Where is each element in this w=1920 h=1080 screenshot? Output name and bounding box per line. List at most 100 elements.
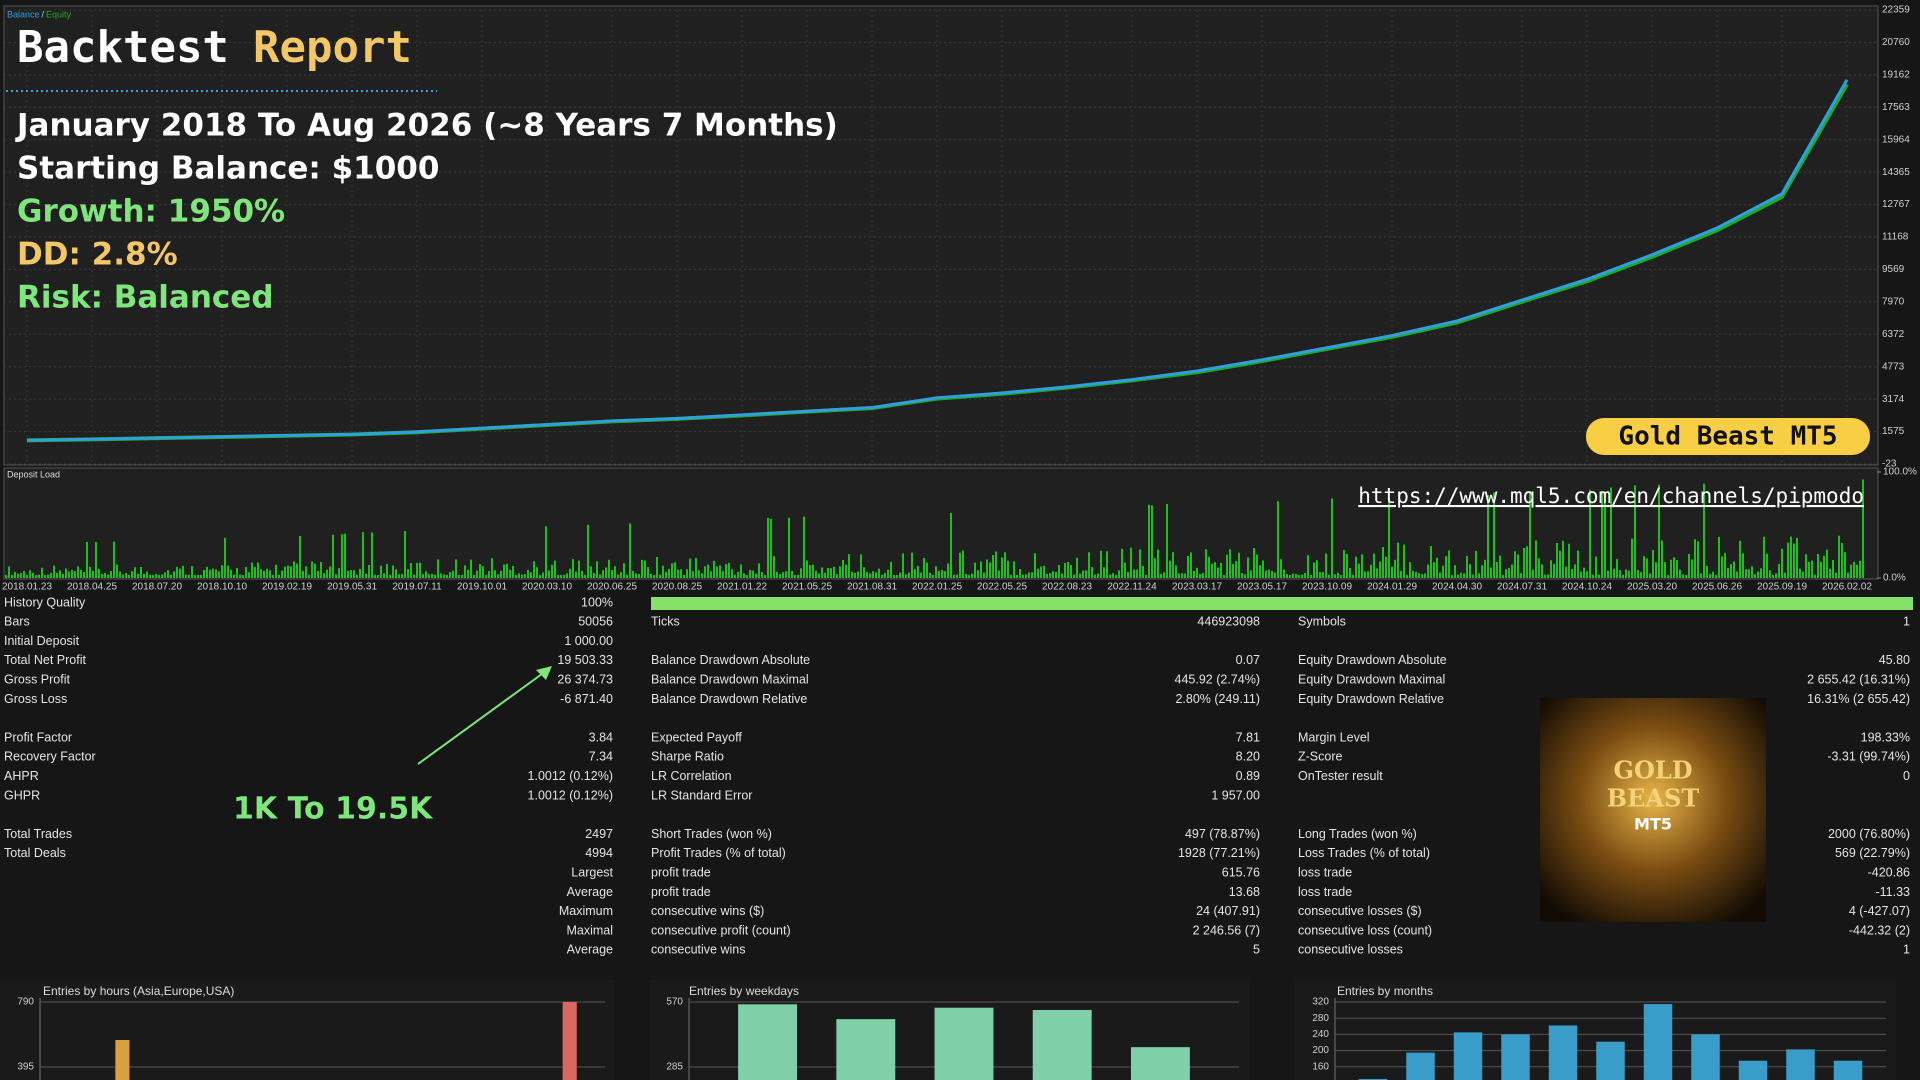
callout-arrowhead [536, 666, 552, 680]
bar [934, 1007, 994, 1080]
stat-line: Risk: Balanced [17, 280, 274, 316]
balance-panel [3, 5, 1879, 466]
table-value: 24 (407.91) [1196, 904, 1260, 918]
table-value: -3.31 (99.74%) [1827, 750, 1910, 764]
bar [1833, 1060, 1863, 1080]
table-value: 1 957.00 [1211, 788, 1260, 802]
y-tick-label: 22359 [1882, 5, 1910, 16]
table-label: Short Trades (won %) [651, 827, 772, 841]
table-value: -420.86 [1868, 865, 1910, 879]
y-tick-label: 14365 [1882, 167, 1910, 178]
x-tick-label: 2018.04.25 [67, 582, 117, 593]
table-label: consecutive profit (count) [651, 923, 791, 937]
table-label: OnTester result [1298, 769, 1383, 783]
table-label: Symbols [1298, 615, 1346, 629]
table-label: Sharpe Ratio [651, 750, 724, 764]
table-label: loss trade [1298, 885, 1352, 899]
y-tick-label: 320 [1312, 997, 1329, 1008]
bar [738, 1004, 798, 1080]
y-tick-label: 6372 [1882, 329, 1905, 340]
panel-title: Deposit Load [7, 469, 60, 479]
table-label: consecutive wins ($) [651, 904, 764, 918]
x-tick-label: 2023.05.17 [1237, 582, 1287, 593]
y-tick-label: 570 [666, 997, 683, 1008]
table-label: AHPR [4, 769, 39, 783]
y-tick-label: 11168 [1882, 232, 1909, 243]
table-label: Ticks [651, 615, 680, 629]
table-label: GHPR [4, 788, 40, 802]
channel-link[interactable]: https://www.mql5.com/en/channels/pipmodo [1358, 484, 1864, 508]
bar [1032, 1009, 1092, 1080]
x-tick-label: 2019.05.31 [327, 582, 377, 593]
callout: 1K To 19.5K [233, 792, 434, 827]
y-tick-label: 17563 [1882, 102, 1910, 113]
table-label: Expected Payoff [651, 730, 742, 744]
y-tick-label: 15964 [1882, 134, 1910, 145]
x-tick-label: 2020.03.10 [522, 582, 572, 593]
table-label: Loss Trades (% of total) [1298, 846, 1430, 860]
table-value: 0 [1903, 769, 1910, 783]
bar [1738, 1060, 1768, 1080]
table-label: Recovery Factor [4, 750, 96, 764]
y-tick-label: 19162 [1882, 69, 1910, 80]
table-label: Z-Score [1298, 750, 1343, 764]
y-tick-label: 12767 [1882, 199, 1910, 210]
bar [1691, 1034, 1720, 1080]
table-value: 2 246.56 (7) [1193, 923, 1260, 937]
bar [1548, 1025, 1578, 1080]
table-value: -442.32 (2) [1849, 923, 1910, 937]
table-value: 7.81 [1236, 730, 1260, 744]
bar [1501, 1034, 1530, 1080]
image-text: GOLD [1613, 756, 1692, 785]
table-label: Equity Drawdown Absolute [1298, 653, 1447, 667]
table-value: -11.33 [1875, 885, 1910, 899]
x-tick-label: 2024.10.24 [1562, 582, 1612, 593]
callout-arrow [417, 670, 547, 765]
y-tick-label: 395 [17, 1062, 34, 1073]
bar [115, 1040, 130, 1080]
table-value: 0.89 [1236, 769, 1260, 783]
stat-line: Growth: 1950% [17, 194, 285, 230]
x-tick-label: 2019.10.01 [457, 582, 507, 593]
bar [1786, 1049, 1815, 1080]
table-value: 1.0012 (0.12%) [528, 769, 613, 783]
y-tick-label: 160 [1312, 1061, 1329, 1072]
x-tick-label: 2021.01.22 [717, 582, 767, 593]
image-text: BEAST [1607, 784, 1700, 813]
table-label: Equity Drawdown Maximal [1298, 672, 1445, 686]
x-tick-label: 2022.08.23 [1042, 582, 1092, 593]
table-label: History Quality [4, 595, 86, 609]
bar [1358, 1078, 1388, 1080]
x-tick-label: 2019.02.19 [262, 582, 312, 593]
table-label: Equity Drawdown Relative [1298, 692, 1444, 706]
table-value: Average [567, 885, 613, 899]
deposit-load-texture [5, 479, 1864, 578]
x-tick-label: 2018.01.23 [2, 582, 52, 593]
y-tick-label: 285 [666, 1062, 683, 1073]
y-tick-label: 9569 [1882, 264, 1905, 275]
x-tick-label: 2020.06.25 [587, 582, 637, 593]
y-tick-label: 790 [17, 997, 34, 1008]
table-value: Largest [571, 865, 613, 879]
bar [1130, 1047, 1190, 1080]
x-tick-label: 2024.04.30 [1432, 582, 1482, 593]
image-text: MT5 [1634, 815, 1672, 834]
table-value: 5 [1253, 943, 1260, 957]
stat-line: Starting Balance: $1000 [17, 151, 439, 187]
table-label: Total Net Profit [4, 653, 87, 667]
y-tick-label: 1575 [1882, 426, 1905, 437]
bar [1596, 1041, 1625, 1080]
table-label: Bars [4, 615, 30, 629]
badge-text: Gold Beast MT5 [1618, 422, 1837, 452]
table-value: 1 000.00 [564, 634, 613, 648]
table-value: 45.80 [1879, 653, 1910, 667]
x-tick-label: 2025.09.19 [1757, 582, 1807, 593]
table-value: -6 871.40 [560, 692, 613, 706]
legend-separator: / [42, 9, 45, 19]
y-tick-label: 7970 [1882, 297, 1905, 308]
table-label: consecutive wins [651, 943, 746, 957]
table-label: profit trade [651, 885, 711, 899]
table-value: 13.68 [1229, 885, 1260, 899]
legend-entry: Equity [46, 9, 72, 19]
